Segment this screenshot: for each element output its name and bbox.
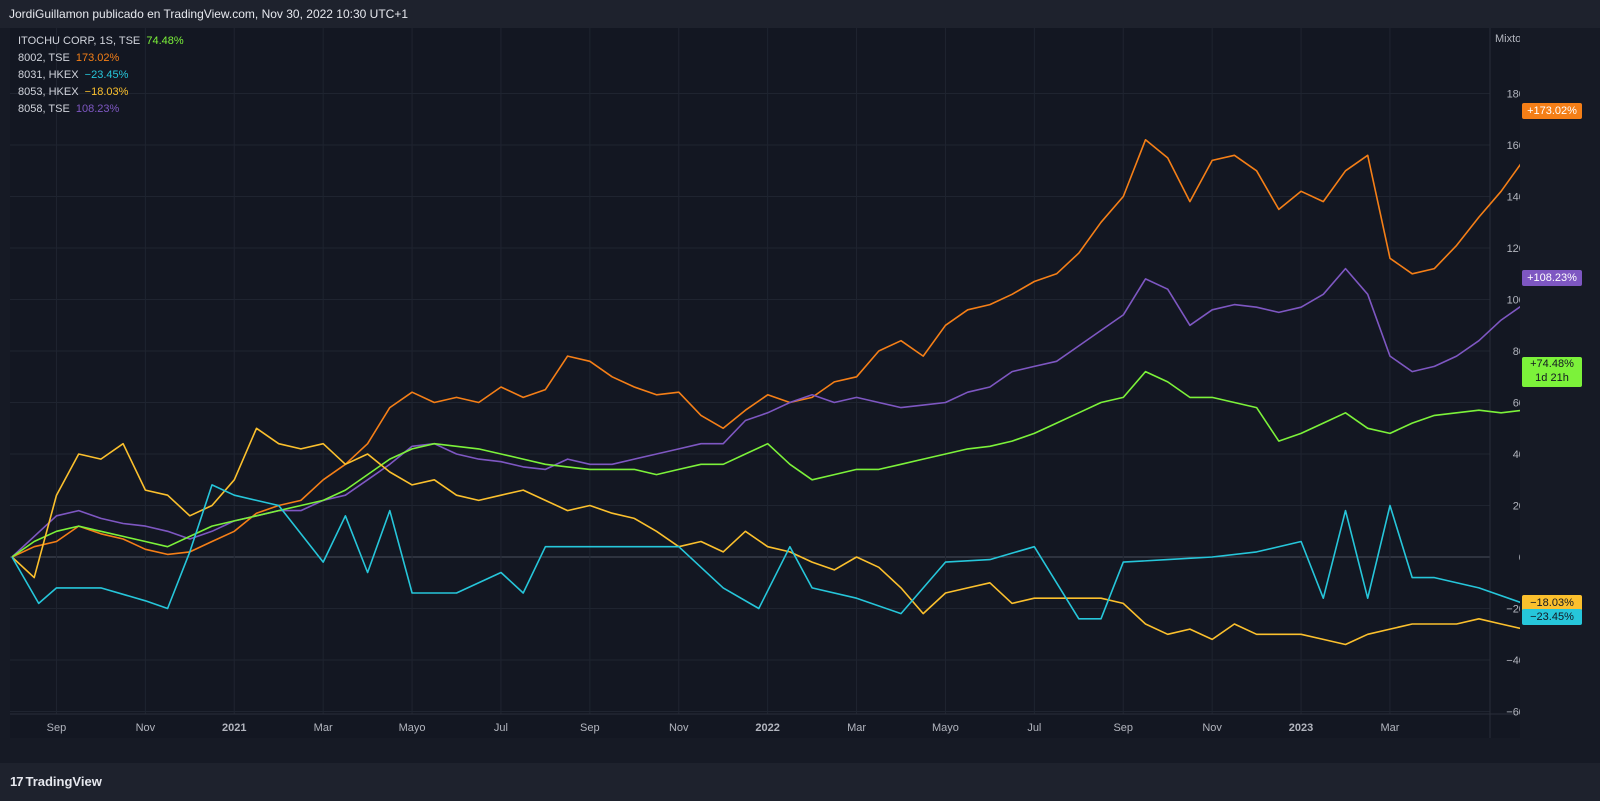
legend: ITOCHU CORP, 1S, TSE 74.48% 8002, TSE 173… bbox=[18, 33, 184, 118]
y-tick-label: 60.00% bbox=[1513, 398, 1520, 410]
tradingview-logo-icon: 17 bbox=[10, 774, 24, 789]
x-tick-label: 2021 bbox=[222, 722, 246, 734]
footer: 17 TradingView bbox=[0, 763, 1600, 801]
badge-value: −18.03% bbox=[1530, 597, 1574, 610]
y-tick-label: 40.00% bbox=[1513, 449, 1520, 461]
x-tick-label: 2022 bbox=[755, 722, 779, 734]
y-tick-label: 80.00% bbox=[1513, 346, 1520, 358]
y-tick-label: 120.00% bbox=[1507, 243, 1520, 255]
tradingview-logo[interactable]: 17 TradingView bbox=[10, 774, 102, 789]
badge-value: +108.23% bbox=[1527, 272, 1577, 285]
scale-mode-label: Mixto bbox=[1495, 33, 1520, 45]
badge-countdown: 1d 21h bbox=[1535, 372, 1569, 385]
x-tick-label: Nov bbox=[1202, 722, 1222, 734]
x-tick-label: Jul bbox=[494, 722, 508, 734]
y-tick-label: 140.00% bbox=[1507, 192, 1520, 204]
y-tick-label: 20.00% bbox=[1513, 501, 1520, 513]
legend-series-value: −18.03% bbox=[84, 86, 129, 98]
legend-item[interactable]: 8053, HKEX −18.03% bbox=[18, 84, 184, 101]
legend-series-name: 8053, HKEX bbox=[18, 86, 85, 98]
x-tick-label: Mar bbox=[314, 722, 333, 734]
legend-series-value: 173.02% bbox=[75, 52, 120, 64]
badge-value: −23.45% bbox=[1530, 611, 1574, 624]
last-value-badge: +173.02% bbox=[1522, 103, 1582, 120]
y-tick-label: 0.00% bbox=[1519, 552, 1520, 564]
legend-series-name: 8058, TSE bbox=[18, 103, 76, 115]
legend-series-name: ITOCHU CORP, 1S, TSE bbox=[18, 35, 147, 47]
y-tick-label: −40.00% bbox=[1506, 655, 1520, 667]
y-tick-label: 160.00% bbox=[1507, 140, 1520, 152]
legend-item[interactable]: 8002, TSE 173.02% bbox=[18, 50, 184, 67]
x-tick-label: Mayo bbox=[399, 722, 426, 734]
badge-value: +173.02% bbox=[1527, 105, 1577, 118]
legend-series-value: −23.45% bbox=[84, 69, 129, 81]
series-line-3 bbox=[11, 427, 1520, 646]
y-tick-label: 180.00% bbox=[1507, 89, 1520, 101]
badge-value: +74.48% bbox=[1530, 358, 1574, 371]
legend-series-value: 108.23% bbox=[75, 103, 120, 115]
chart-plot[interactable]: 180.00% 160.00% 140.00% 120.00% 100.00% 80.00… bbox=[10, 28, 1520, 738]
x-tick-label: Mar bbox=[1380, 722, 1399, 734]
tradingview-brand: TradingView bbox=[25, 774, 102, 789]
x-tick-label: 2023 bbox=[1289, 722, 1313, 734]
last-value-badge: −18.03% bbox=[1522, 595, 1582, 612]
x-tick-label: Mayo bbox=[932, 722, 959, 734]
x-tick-label: Sep bbox=[1113, 722, 1133, 734]
x-tick-label: Mar bbox=[847, 722, 866, 734]
last-value-badge: +74.48% 1d 21h bbox=[1522, 357, 1582, 388]
legend-series-value: 74.48% bbox=[146, 35, 184, 47]
series-line-2 bbox=[11, 370, 1520, 558]
y-tick-label: −20.00% bbox=[1506, 604, 1520, 616]
x-tick-label: Nov bbox=[136, 722, 156, 734]
last-value-badge: +108.23% bbox=[1522, 270, 1582, 287]
legend-series-name: 8031, HKEX bbox=[18, 69, 85, 81]
series-line-1 bbox=[11, 267, 1520, 558]
legend-item[interactable]: 8031, HKEX −23.45% bbox=[18, 67, 184, 84]
y-tick-label: 100.00% bbox=[1507, 295, 1520, 307]
x-tick-label: Nov bbox=[669, 722, 689, 734]
last-value-badge: −23.45% bbox=[1522, 609, 1582, 626]
attribution-bar: JordiGuillamon publicado en TradingView.… bbox=[0, 0, 1600, 28]
x-tick-label: Sep bbox=[580, 722, 600, 734]
y-tick-label: −60.00% bbox=[1506, 707, 1520, 719]
x-tick-label: Sep bbox=[47, 722, 67, 734]
x-tick-label: Jul bbox=[1027, 722, 1041, 734]
legend-item[interactable]: 8058, TSE 108.23% bbox=[18, 101, 184, 118]
attribution-text: JordiGuillamon publicado en TradingView.… bbox=[9, 7, 409, 21]
chart-area[interactable]: 180.00% 160.00% 140.00% 120.00% 100.00% 80.00… bbox=[10, 28, 1520, 738]
legend-series-name: 8002, TSE bbox=[18, 52, 76, 64]
legend-item[interactable]: ITOCHU CORP, 1S, TSE 74.48% bbox=[18, 33, 184, 50]
series-line-0 bbox=[11, 139, 1520, 558]
series-line-4 bbox=[11, 484, 1520, 620]
